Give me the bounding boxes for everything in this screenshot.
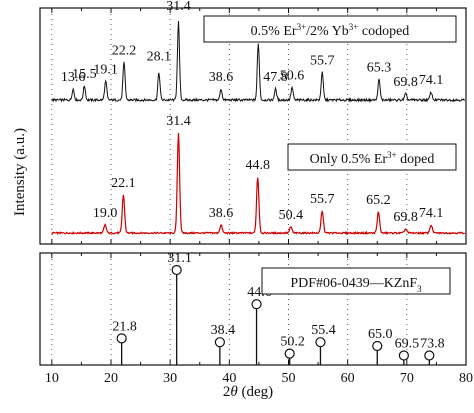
er-doped-peak-label-31.4: 31.4 bbox=[166, 114, 191, 129]
er-doped-peak-label-74.1: 74.1 bbox=[419, 206, 444, 221]
reference-stem-marker-65.0 bbox=[372, 340, 383, 352]
reference-stem-marker-69.5 bbox=[398, 350, 409, 361]
reference-peak-label-55.4: 55.4 bbox=[311, 323, 336, 338]
reference-legend-text-part: 3 bbox=[417, 284, 422, 294]
codoped-peak-label-69.8: 69.8 bbox=[393, 75, 418, 90]
x-tick-label-60: 60 bbox=[341, 371, 355, 386]
x-tick-label-10: 10 bbox=[45, 371, 59, 386]
codoped-peak-label-31.4: 31.4 bbox=[166, 0, 191, 14]
reference-stem-marker-44.6 bbox=[251, 299, 262, 310]
reference-stem-marker-38.4 bbox=[214, 337, 225, 348]
reference-peak-label-65.0: 65.0 bbox=[368, 327, 393, 342]
codoped-legend-text-part: /2% Yb bbox=[306, 24, 349, 39]
er-doped-legend-text-part: Only 0.5% Er bbox=[310, 152, 388, 167]
x-axis-label-unit: (deg) bbox=[238, 384, 273, 400]
codoped-peak-label-28.1: 28.1 bbox=[147, 50, 172, 65]
codoped-peak-label-13.6: 13.6 bbox=[61, 70, 86, 85]
reference-peak-label-38.4: 38.4 bbox=[211, 323, 236, 338]
x-tick-label-80: 80 bbox=[459, 371, 473, 386]
x-axis-label-theta: θ bbox=[230, 384, 238, 400]
codoped-legend-box bbox=[203, 15, 457, 43]
codoped-legend-text-part: 0.5% Er bbox=[251, 24, 297, 39]
reference-legend-text-part: PDF#06-0439—KZnF bbox=[290, 276, 417, 291]
reference-stem-marker-55.4 bbox=[315, 337, 326, 348]
reference-peak-label-31.1: 31.1 bbox=[167, 251, 192, 266]
codoped-peak-label-47.8: 47.8 bbox=[263, 70, 288, 85]
codoped-peak-label-74.1: 74.1 bbox=[419, 73, 444, 88]
x-axis-label-prefix: 2 bbox=[223, 384, 231, 400]
y-axis-label: Intensity (a.u.) bbox=[12, 128, 28, 216]
upper-panel-frame bbox=[39, 7, 467, 245]
x-tick-label-50: 50 bbox=[282, 371, 296, 386]
er-doped-peak-label-44.8: 44.8 bbox=[245, 158, 270, 173]
codoped-legend-text-part: 3+ bbox=[297, 22, 307, 32]
er-doped-peak-label-65.2: 65.2 bbox=[366, 193, 391, 208]
reference-legend-text: PDF#06-0439—KZnF3 bbox=[290, 276, 422, 294]
codoped-trace bbox=[51, 20, 466, 103]
x-axis-label: 2θ (deg) bbox=[223, 384, 273, 400]
codoped-peak-label-55.7: 55.7 bbox=[310, 54, 335, 69]
er-doped-legend-text-part: 3+ bbox=[387, 150, 397, 160]
lower-panel-frame bbox=[39, 252, 467, 366]
er-doped-peak-label-19.0: 19.0 bbox=[93, 206, 118, 221]
codoped-peak-label-22.2: 22.2 bbox=[112, 44, 137, 59]
reference-stem-marker-21.8 bbox=[116, 333, 127, 344]
reference-stem-marker-50.2 bbox=[284, 348, 295, 359]
x-tick-label-20: 20 bbox=[104, 371, 118, 386]
er-doped-legend-box bbox=[287, 143, 457, 171]
er-doped-trace bbox=[51, 132, 466, 236]
codoped-peak-label-38.6: 38.6 bbox=[209, 70, 234, 85]
reference-stem-marker-73.8 bbox=[424, 350, 435, 361]
reference-legend-box bbox=[261, 267, 451, 295]
reference-peak-label-50.2: 50.2 bbox=[280, 335, 305, 350]
reference-stem-marker-31.1 bbox=[171, 264, 182, 276]
upper-panel: 13.615.519.122.228.131.438.644.947.850.6… bbox=[39, 0, 467, 245]
er-doped-peak-label-69.8: 69.8 bbox=[393, 210, 418, 225]
er-doped-peak-label-50.4: 50.4 bbox=[279, 208, 304, 223]
x-tick-label-30: 30 bbox=[163, 371, 177, 386]
er-doped-peak-label-38.6: 38.6 bbox=[209, 206, 234, 221]
er-doped-peak-label-22.1: 22.1 bbox=[111, 176, 136, 191]
codoped-legend-text-part: codoped bbox=[358, 24, 409, 39]
x-tick-label-40: 40 bbox=[222, 371, 236, 386]
codoped-peak-label-19.1: 19.1 bbox=[93, 62, 118, 77]
codoped-peak-label-15.5: 15.5 bbox=[72, 67, 97, 82]
codoped-legend-text: 0.5% Er3+/2% Yb3+ codoped bbox=[251, 22, 410, 39]
er-doped-legend-text: Only 0.5% Er3+ doped bbox=[310, 150, 435, 167]
reference-peak-label-73.8: 73.8 bbox=[420, 337, 445, 352]
x-tick-label-70: 70 bbox=[400, 371, 414, 386]
lower-panel: 21.831.138.444.650.255.4 65.069.5 73.8PDF#… bbox=[39, 251, 473, 386]
reference-peak-label-21.8: 21.8 bbox=[112, 319, 137, 334]
codoped-peak-label-50.6: 50.6 bbox=[280, 69, 305, 84]
er-doped-peak-label-55.7: 55.7 bbox=[310, 192, 335, 207]
codoped-peak-label-65.3: 65.3 bbox=[367, 61, 392, 76]
codoped-legend-text-part: 3+ bbox=[349, 22, 359, 32]
reference-peak-label-69.5: 69.5 bbox=[395, 337, 420, 352]
er-doped-legend-text-part: doped bbox=[397, 152, 435, 167]
